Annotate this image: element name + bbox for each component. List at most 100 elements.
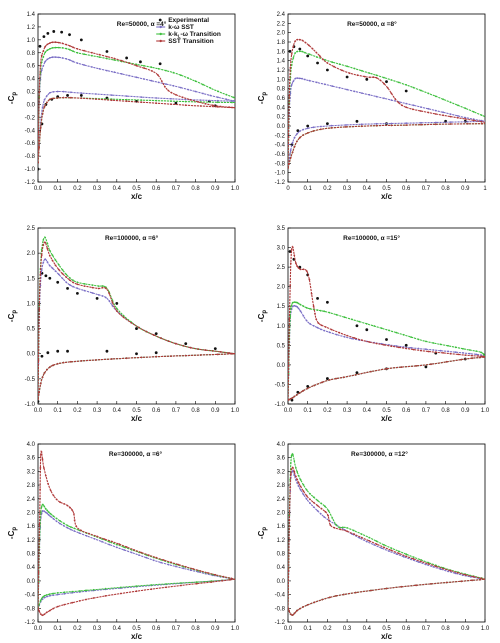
sst-transition-upper-curve-marker — [54, 41, 57, 44]
k-sst-upper-curve-marker — [309, 322, 311, 325]
y-tick-label: 2.4 — [277, 12, 286, 18]
sst-transition-upper-curve-marker — [338, 331, 341, 334]
k-sst-upper-curve-marker — [68, 59, 71, 61]
sst-transition-upper-curve-marker — [295, 475, 297, 478]
k-sst-upper-curve-marker — [52, 517, 55, 520]
sst-transition-upper-curve-marker — [207, 572, 209, 574]
sst-transition-upper-curve-marker — [125, 546, 128, 548]
k-sst-lower-curve-marker — [345, 124, 347, 126]
k-k-l-transition-upper-curve-marker — [91, 284, 94, 286]
sst-transition-upper-curve-marker — [289, 66, 292, 69]
y-tick-label: 0.5 — [27, 327, 36, 333]
k-k-l-transition-upper-curve-marker — [368, 536, 371, 539]
k-sst-upper-curve-marker — [434, 109, 437, 112]
sst-transition-upper-curve-marker — [157, 74, 159, 76]
y-tick-label: -1.2 — [275, 620, 286, 626]
k-k-l-transition-upper-curve-marker — [328, 311, 331, 314]
experimental-point — [404, 343, 408, 347]
sst-transition-lower-curve-marker — [234, 578, 235, 581]
chart-panel-5: 0.0 0.1 0.2 0.3 0.4 0.5 0.6 0.7 0.8 0.9 1.0 -1.2 -0.… — [7, 442, 240, 641]
sst-transition-upper-curve-marker — [288, 569, 290, 572]
sst-transition-lower-curve-marker — [354, 374, 357, 376]
k-k-l-transition-upper-curve-marker — [480, 114, 483, 116]
sst-transition-lower-curve-marker — [296, 609, 298, 612]
experimental-point — [66, 94, 69, 97]
k-sst-upper-curve-marker — [61, 277, 64, 280]
k-k-l-transition-lower-curve-marker — [46, 594, 48, 596]
k-sst-upper-curve-marker — [123, 549, 126, 551]
k-k-l-transition-upper-curve-marker — [351, 318, 353, 321]
y-tick-label: -0.5 — [275, 382, 286, 388]
k-k-l-transition-upper-curve-marker — [365, 322, 368, 325]
k-sst-lower-curve-marker — [231, 100, 233, 102]
legend-swatch-marker — [159, 25, 162, 29]
k-k-l-transition-upper-curve-marker — [52, 515, 55, 517]
k-k-l-transition-upper-curve-marker — [72, 279, 74, 282]
y-axis-label-subscript: p — [12, 92, 18, 96]
k-sst-upper-curve — [38, 56, 235, 163]
sst-transition-lower-curve-marker — [298, 607, 301, 610]
sst-transition-upper-curve-marker — [299, 485, 302, 488]
y-tick-label: 0.4 — [27, 565, 36, 571]
sst-transition-lower-curve-marker — [38, 398, 39, 400]
sst-transition-lower-curve-marker — [342, 593, 345, 596]
x-tick-label: 0.6 — [402, 626, 411, 632]
k-sst-upper-curve-marker — [179, 86, 182, 89]
chart-panel-6: 0.0 0.1 0.2 0.3 0.4 0.5 0.6 0.7 0.8 0.9 1.0 -1.2 -0.… — [257, 442, 490, 641]
sst-transition-upper-curve-marker — [464, 118, 467, 120]
sst-transition-upper-curve-marker — [383, 344, 385, 346]
sst-transition-upper-curve-marker — [97, 287, 100, 290]
k-k-l-transition-upper-curve-marker — [98, 56, 101, 58]
k-k-l-transition-upper-curve-marker — [294, 52, 297, 54]
k-sst-upper-curve-marker — [454, 351, 457, 354]
k-k-l-transition-lower-curve-marker — [231, 101, 233, 104]
k-k-l-transition-lower-curve-marker — [165, 583, 168, 585]
sst-transition-upper-curve-marker — [155, 556, 158, 559]
k-sst-upper-curve-marker — [46, 261, 49, 263]
k-k-l-transition-upper-curve — [288, 452, 485, 609]
sst-transition-upper-curve-marker — [289, 262, 292, 265]
k-k-l-transition-upper-curve-marker — [76, 51, 79, 54]
sst-transition-upper-curve-marker — [177, 563, 180, 566]
sst-transition-upper-curve-marker — [480, 577, 483, 580]
sst-transition-upper-curve-marker — [346, 334, 348, 337]
k-sst-upper-curve-marker — [293, 474, 296, 477]
experimental-point — [296, 390, 300, 394]
k-k-l-transition-upper-curve-marker — [358, 320, 361, 323]
y-tick-label: 2.0 — [277, 510, 286, 516]
k-k-l-transition-upper-curve-marker — [55, 517, 58, 520]
k-k-l-transition-upper-curve-marker — [341, 526, 344, 529]
sst-transition-upper-curve-marker — [63, 503, 65, 505]
y-tick-label: 1.4 — [27, 12, 36, 18]
k-sst-upper-curve-marker — [380, 547, 383, 549]
sst-transition-upper-curve-marker — [288, 318, 291, 321]
k-sst-upper-curve-marker — [76, 287, 79, 290]
sst-transition-upper-curve-marker — [427, 563, 430, 565]
sst-transition-lower-curve-marker — [85, 598, 87, 601]
k-k-l-transition-upper-curve-marker — [427, 92, 430, 95]
k-k-l-transition-upper-curve-marker — [122, 314, 125, 317]
sst-transition-upper-curve-marker — [91, 286, 94, 289]
sst-transition-upper-curve-marker — [189, 346, 192, 349]
k-k-l-transition-upper-curve-marker — [42, 239, 45, 241]
sst-transition-upper-curve-marker — [122, 316, 125, 319]
k-sst-lower-curve-marker — [289, 149, 292, 152]
k-sst-upper-curve-marker — [111, 304, 114, 307]
x-tick-label: 0.2 — [323, 186, 332, 192]
sst-transition-lower-curve-marker — [62, 361, 65, 364]
k-sst-lower-curve — [288, 578, 485, 616]
k-k-l-transition-upper-curve — [288, 301, 485, 401]
sst-transition-upper-curve-marker — [304, 41, 307, 44]
sst-transition-upper-curve-marker — [38, 131, 40, 134]
sst-transition-lower-curve-marker — [43, 105, 46, 108]
experimental-point — [135, 352, 138, 356]
x-axis-label: x/c — [131, 632, 143, 641]
k-k-l-transition-upper-curve-marker — [388, 329, 390, 332]
sst-transition-lower-curve-marker — [39, 126, 42, 129]
k-sst-upper-curve-marker — [51, 56, 54, 59]
k-k-l-transition-upper-curve — [38, 236, 235, 400]
y-tick-label: 0.8 — [277, 87, 286, 93]
sst-transition-upper-curve-marker — [299, 268, 302, 271]
k-k-l-transition-upper-curve-marker — [157, 67, 160, 70]
